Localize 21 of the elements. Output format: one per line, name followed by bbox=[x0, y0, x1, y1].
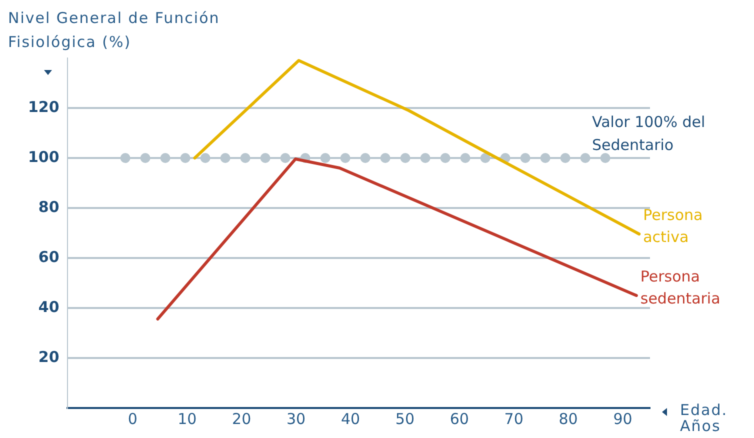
x-tick-label: 30 bbox=[286, 410, 306, 428]
x-tick-label: 10 bbox=[178, 410, 197, 428]
y-tick-label: 80 bbox=[38, 198, 60, 216]
y-tick-label: 60 bbox=[38, 248, 60, 266]
series-label: Persona sedentaria bbox=[640, 268, 720, 308]
y-tick-label: 120 bbox=[28, 98, 60, 116]
x-tick-label: 20 bbox=[232, 410, 252, 428]
x-tick-label: 60 bbox=[450, 410, 469, 428]
x-axis-title: Edad. Años bbox=[680, 401, 728, 435]
series-label: Persona activa bbox=[643, 206, 703, 246]
y-tick-label: 20 bbox=[38, 348, 60, 366]
x-tick-label: 80 bbox=[558, 410, 578, 428]
x-tick-label: 50 bbox=[395, 410, 414, 428]
x-tick-label: 0 bbox=[128, 410, 138, 428]
ref-line-label: Valor 100% del Sedentario bbox=[592, 113, 706, 154]
x-tick-label: 70 bbox=[504, 410, 524, 428]
y-axis-title: Nivel General de Función Fisiológica (%) bbox=[8, 8, 221, 53]
x-tick-label: 90 bbox=[613, 410, 632, 428]
x-tick-label: 40 bbox=[340, 410, 360, 428]
y-tick-label: 100 bbox=[28, 148, 60, 166]
y-tick-label: 40 bbox=[38, 298, 60, 316]
